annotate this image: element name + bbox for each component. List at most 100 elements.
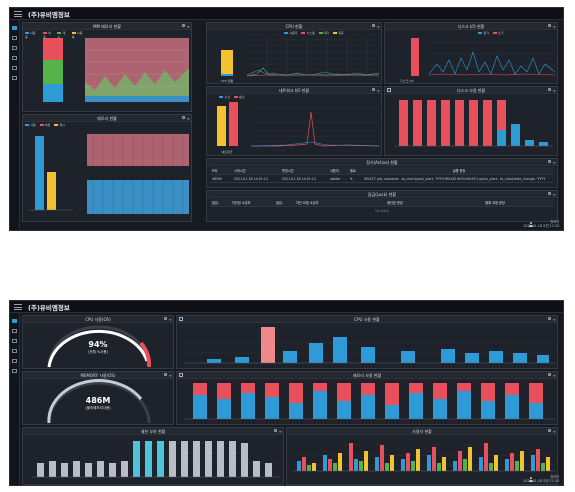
zoom-icon[interactable] (548, 160, 551, 163)
memory-usage-bars-panel: 메모리 사용 현황 ≡ (176, 371, 558, 425)
zoom-icon[interactable] (372, 88, 375, 91)
session-nav-icon[interactable] (12, 46, 17, 50)
active-sessions-panel: 장기(Active) 현황 ≡ PID 시작시간 변경시간 사용자 종료 실행 문… (206, 158, 558, 188)
cpu-gauge-sub: (전체 %사용) (87, 350, 109, 354)
lock-title: 잠금(Lock) 현황 (367, 192, 397, 197)
user-icon[interactable] (529, 477, 533, 482)
more-icon[interactable]: ≡ (552, 88, 556, 93)
user-icon[interactable] (529, 222, 533, 227)
memory-panel: MM 메모리 현황 ≡ 사용 중 여유 캐시 사용률 (22, 22, 192, 112)
net-bar-recv (217, 106, 226, 146)
more-icon[interactable]: ≡ (552, 317, 556, 322)
settings-nav-icon[interactable] (12, 369, 17, 373)
panel-icon (387, 88, 391, 92)
more-icon[interactable]: ≡ (552, 429, 556, 434)
zoom-icon[interactable] (274, 429, 277, 432)
mem-bar-used (43, 84, 63, 102)
disk-usage-chart (395, 100, 553, 147)
dashboard-nav-icon[interactable] (12, 26, 17, 30)
network-title: 네트워크 I/O 현황 (278, 88, 310, 93)
disk-io-bar-write (411, 38, 419, 76)
panel-icon (179, 317, 183, 321)
more-icon[interactable]: ≡ (552, 24, 556, 29)
memory-usage-bars (185, 383, 555, 420)
memory-gauge-arc (47, 379, 143, 424)
zoom-icon[interactable] (548, 373, 551, 376)
net-bar-label: 네트워크 (221, 149, 232, 154)
sidebar (10, 313, 20, 485)
more-icon[interactable]: ≡ (552, 373, 556, 378)
sql-nav-icon[interactable] (12, 56, 17, 60)
table-header: PID 시작시간 변경시간 사용자 종료 실행 문장 (210, 167, 554, 175)
kill-session-icon[interactable]: ✎ (350, 176, 353, 181)
session-nav-icon[interactable] (12, 339, 17, 343)
mem-bar-cache (43, 60, 63, 84)
cpu-bar-label: CPU 현황 (221, 78, 234, 83)
cpu-bar-highlight (261, 327, 275, 363)
more-icon[interactable]: ≡ (278, 429, 282, 434)
memory-gauge-panel: MEMORY 사용(OS) ≡ 486M (물리메모리사용) (22, 371, 174, 425)
mem-bar-free (43, 38, 63, 60)
cpu-usage-bars-title: CPU 사용 현황 (354, 317, 380, 322)
zoom-icon[interactable] (182, 116, 185, 119)
net-bar-send (229, 102, 238, 146)
app-title: (주)유비엠정보 (28, 10, 70, 19)
memory-usage-bars-title: 메모리 사용 현황 (352, 373, 382, 378)
more-icon[interactable]: ≡ (186, 116, 190, 121)
memory-panel-title: MM 메모리 현황 (93, 24, 121, 29)
more-icon[interactable]: ≡ (552, 192, 556, 197)
settings-nav-icon[interactable] (12, 76, 17, 80)
swap-area-top (87, 134, 189, 166)
memory-gauge-sub: (물리메모리사용) (85, 406, 111, 410)
more-icon[interactable]: ≡ (186, 24, 190, 29)
memory-status-panel: 메모리 현황 ≡ 사용 여유 캐시 (22, 114, 192, 222)
monitor-nav-icon[interactable] (12, 329, 17, 333)
user-status-panel: 사용자 현황 ≡ (286, 427, 558, 485)
menu-icon[interactable] (14, 10, 22, 17)
more-icon[interactable]: ≡ (168, 317, 172, 322)
menu-icon[interactable] (14, 303, 22, 310)
report-nav-icon[interactable] (12, 66, 17, 70)
dashboard-screenshot-1: (주)유비엠정보 MM 메모리 현황 ≡ 사용 중 여유 캐시 사용률 (9, 7, 564, 231)
more-icon[interactable]: ≡ (552, 160, 556, 165)
disk-io-bar-label: 디스크 I/O (400, 78, 414, 83)
cpu-panel-title: CPU 현황 (285, 24, 303, 29)
more-icon[interactable]: ≡ (376, 88, 380, 93)
zoom-icon[interactable] (372, 24, 375, 27)
more-icon[interactable]: ≡ (168, 373, 172, 378)
zoom-icon[interactable] (182, 24, 185, 27)
memory-status-legend: 사용 여유 캐시 (25, 123, 65, 127)
memory-gauge-value: 486M (85, 396, 111, 405)
session-load-panel: 세션 부하 현황 ≡ (22, 427, 284, 485)
disk-io-chart: 디스크 I/O (400, 38, 556, 83)
memory-gauge-title: MEMORY 사용(OS) (80, 373, 116, 378)
footer-status: 관리자 2021-01-18 오전 11:33 (523, 220, 559, 228)
dashboard-nav-icon[interactable] (12, 319, 17, 323)
zoom-icon[interactable] (548, 88, 551, 91)
zoom-icon[interactable] (548, 317, 551, 320)
disk-io-line-read (428, 51, 556, 75)
cpu-gauge-title: CPU 사용(OS) (85, 317, 111, 322)
network-panel: 네트워크 I/O 현황 ≡ 수신 송신 네트워크 (206, 86, 382, 156)
memory-status-title: 메모리 현황 (97, 116, 117, 121)
report-nav-icon[interactable] (12, 359, 17, 363)
zoom-icon[interactable] (164, 373, 167, 376)
zoom-icon[interactable] (548, 429, 551, 432)
top-bar: (주)유비엠정보 (10, 8, 563, 20)
sql-nav-icon[interactable] (12, 349, 17, 353)
cpu-panel: CPU 현황 ≡ 사용자 시스템 대기 유휴 CPU 현황 (206, 22, 382, 84)
dashboard-screenshot-2: (주)유비엠정보 CPU 사용(OS) ≡ 94% (전체 %사용) MEMORY… (9, 300, 564, 486)
more-icon[interactable]: ≡ (376, 24, 380, 29)
monitor-nav-icon[interactable] (12, 36, 17, 40)
zoom-icon[interactable] (548, 192, 551, 195)
cpu-bar-idle (221, 50, 233, 76)
footer-status: 관리자 2021-01-18 오전 11:33 (523, 475, 559, 483)
zoom-icon[interactable] (548, 24, 551, 27)
table-row[interactable]: 48395 2021-01-18 14:51:12 2021-01-18 14:… (210, 175, 554, 183)
zoom-icon[interactable] (164, 317, 167, 320)
session-load-bars (31, 441, 281, 478)
cpu-gauge (47, 325, 152, 368)
sidebar (10, 20, 20, 230)
panel-icon (179, 373, 183, 377)
cpu-gauge-panel: CPU 사용(OS) ≡ 94% (전체 %사용) (22, 315, 174, 369)
